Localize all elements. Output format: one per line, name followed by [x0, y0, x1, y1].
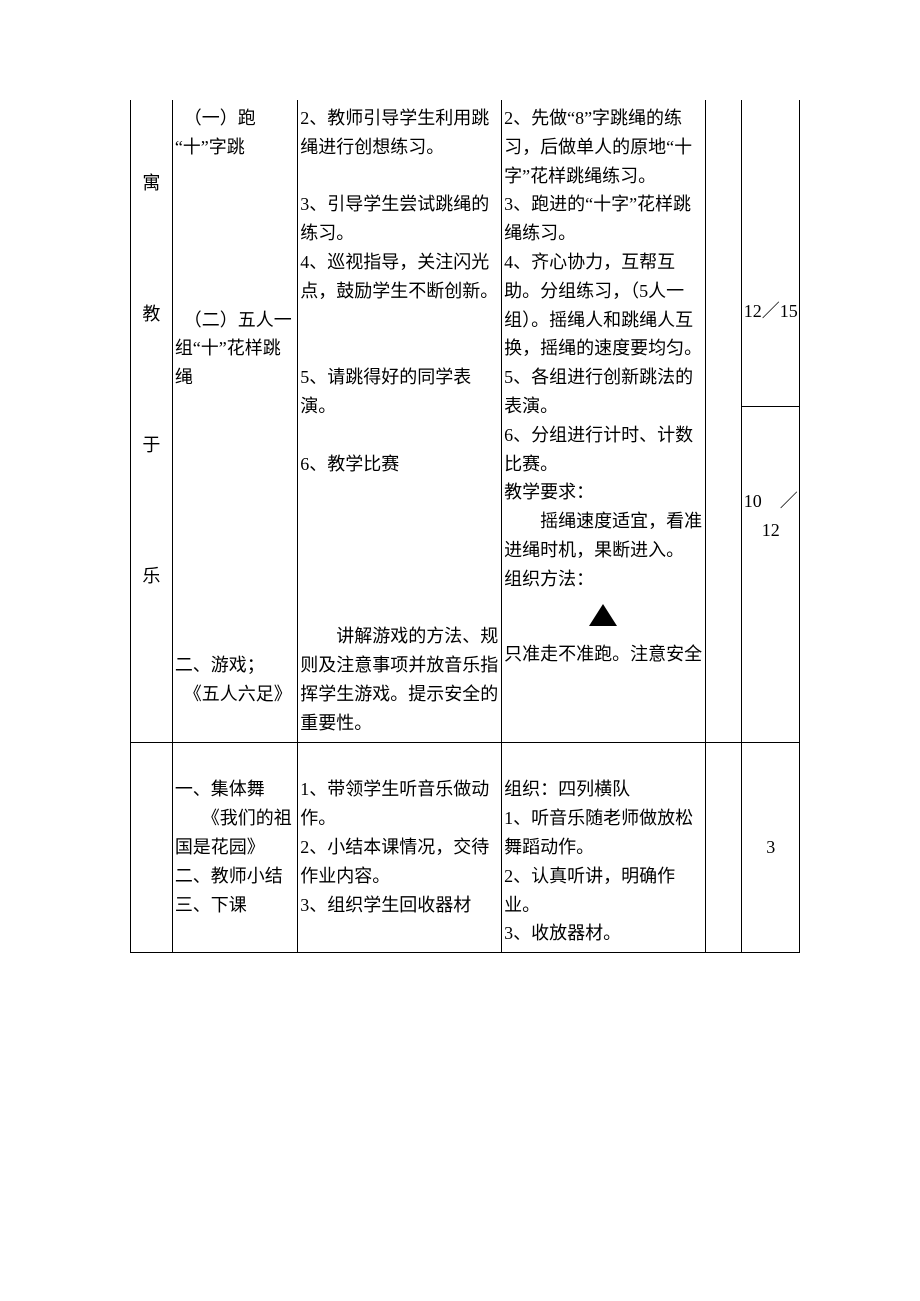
time-2: 3	[766, 837, 775, 857]
content-cell-2: 一、集体舞 《我们的祖国是花园》 二、教师小结 三、下课	[172, 742, 297, 953]
time-1b: 10 ／12	[742, 407, 799, 625]
student-cell-2: 组织：四列横队 1、听音乐随老师做放松舞蹈动作。 2、认真听讲，明确作业。 3、…	[502, 742, 706, 953]
teacher-cell-1: 2、教师引导学生利用跳绳进行创想练习。 3、引导学生尝试跳绳的练习。 4、巡视指…	[298, 100, 502, 742]
teacher-cell-2: 1、带领学生听音乐做动作。 2、小结本课情况，交待作业内容。 3、组织学生回收器…	[298, 742, 502, 953]
time-1a: 12／15	[742, 217, 799, 406]
student-text-bottom: 只准走不准跑。注意安全	[502, 640, 705, 673]
stage-char-2: 教	[142, 300, 160, 329]
stage-char-1: 寓	[142, 169, 160, 198]
time-cell-2: 3	[742, 742, 800, 953]
content-cell-1: （一）跑 “十”字跳 （二）五人一组“十”花样跳绳 二、游戏； 《五人六足》	[172, 100, 297, 742]
student-cell-1: 2、先做“8”字跳绳的练习，后做单人的原地“十字”花样跳绳练习。 3、跑进的“十…	[502, 100, 706, 742]
time-cell-1: 12／15 10 ／12	[742, 100, 800, 742]
triangle-icon	[589, 604, 617, 626]
stage-cell-2	[131, 742, 173, 953]
extra-cell-2	[705, 742, 742, 953]
extra-cell-1	[705, 100, 742, 742]
student-text-top: 2、先做“8”字跳绳的练习，后做单人的原地“十字”花样跳绳练习。 3、跑进的“十…	[502, 100, 705, 598]
stage-char-4: 乐	[142, 562, 160, 591]
lesson-plan-table: 寓 教 于 乐 （一）跑 “十”字跳 （二）五人一组“十”花样跳绳 二、游戏； …	[130, 100, 800, 953]
stage-cell: 寓 教 于 乐	[131, 100, 173, 742]
stage-char-3: 于	[142, 431, 160, 460]
